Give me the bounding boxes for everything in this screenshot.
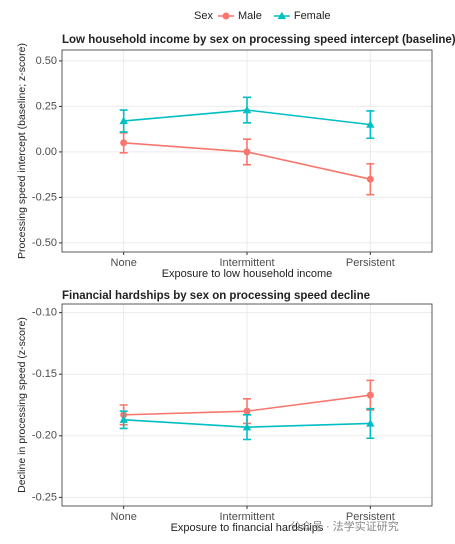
point [242, 105, 252, 114]
point [242, 422, 252, 431]
legend-title: Sex [194, 10, 213, 22]
point [243, 407, 251, 415]
y-tick-label: 0.50 [36, 55, 57, 67]
x-tick-label: Persistent [346, 511, 395, 523]
plot-border [61, 49, 433, 253]
point [222, 12, 230, 20]
y-tick-label: -0.20 [32, 430, 57, 442]
point [277, 11, 287, 20]
plot-border [61, 303, 433, 507]
watermark: 公众号 · 法学实证研究 [290, 519, 399, 533]
chart-title: Low household income by sex on processin… [62, 34, 455, 46]
point [366, 419, 375, 427]
legend-label: Male [238, 10, 262, 22]
point [119, 116, 128, 125]
y-tick-label: -0.25 [32, 191, 57, 203]
chart-title: Financial hardships by sex on processing… [62, 290, 370, 302]
point [366, 391, 374, 399]
y-tick-label: -0.50 [32, 237, 57, 249]
y-tick-label: 0.00 [36, 146, 57, 158]
x-tick-label: Intermittent [219, 257, 274, 269]
x-axis-label: Exposure to financial hardships [171, 522, 324, 534]
point [243, 148, 251, 156]
y-tick-label: -0.15 [32, 368, 57, 380]
y-tick-label: -0.25 [32, 491, 57, 503]
point [120, 139, 128, 147]
y-tick-label: -0.10 [32, 307, 57, 319]
x-tick-label: None [111, 257, 137, 269]
y-axis-label: Processing speed intercept (baseline; z-… [16, 43, 28, 259]
point [119, 415, 128, 423]
point [366, 120, 375, 128]
x-tick-label: Persistent [346, 257, 395, 269]
y-tick-label: 0.25 [36, 100, 57, 112]
legend-label: Female [294, 10, 331, 22]
x-tick-label: Intermittent [219, 511, 274, 523]
point [366, 175, 374, 183]
x-tick-label: None [111, 511, 137, 523]
y-axis-label: Decline in processing speed (z-score) [16, 317, 28, 493]
x-axis-label: Exposure to low household income [162, 268, 333, 280]
